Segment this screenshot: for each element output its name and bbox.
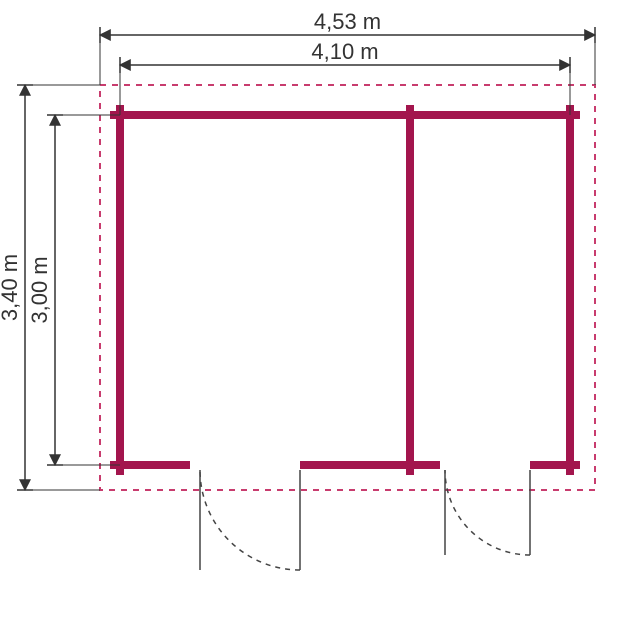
door-swing (200, 470, 300, 570)
dimension-label: 3,40 m (0, 254, 22, 321)
dimension-label: 3,00 m (27, 256, 52, 323)
footprint-outline (100, 85, 595, 490)
floorplan-diagram: 4,53 m 4,10 m 3,40 m3,00 m (0, 0, 640, 640)
door-swing (445, 470, 530, 555)
dimension-label: 4,53 m (314, 9, 381, 34)
dimension-label: 4,10 m (311, 39, 378, 64)
